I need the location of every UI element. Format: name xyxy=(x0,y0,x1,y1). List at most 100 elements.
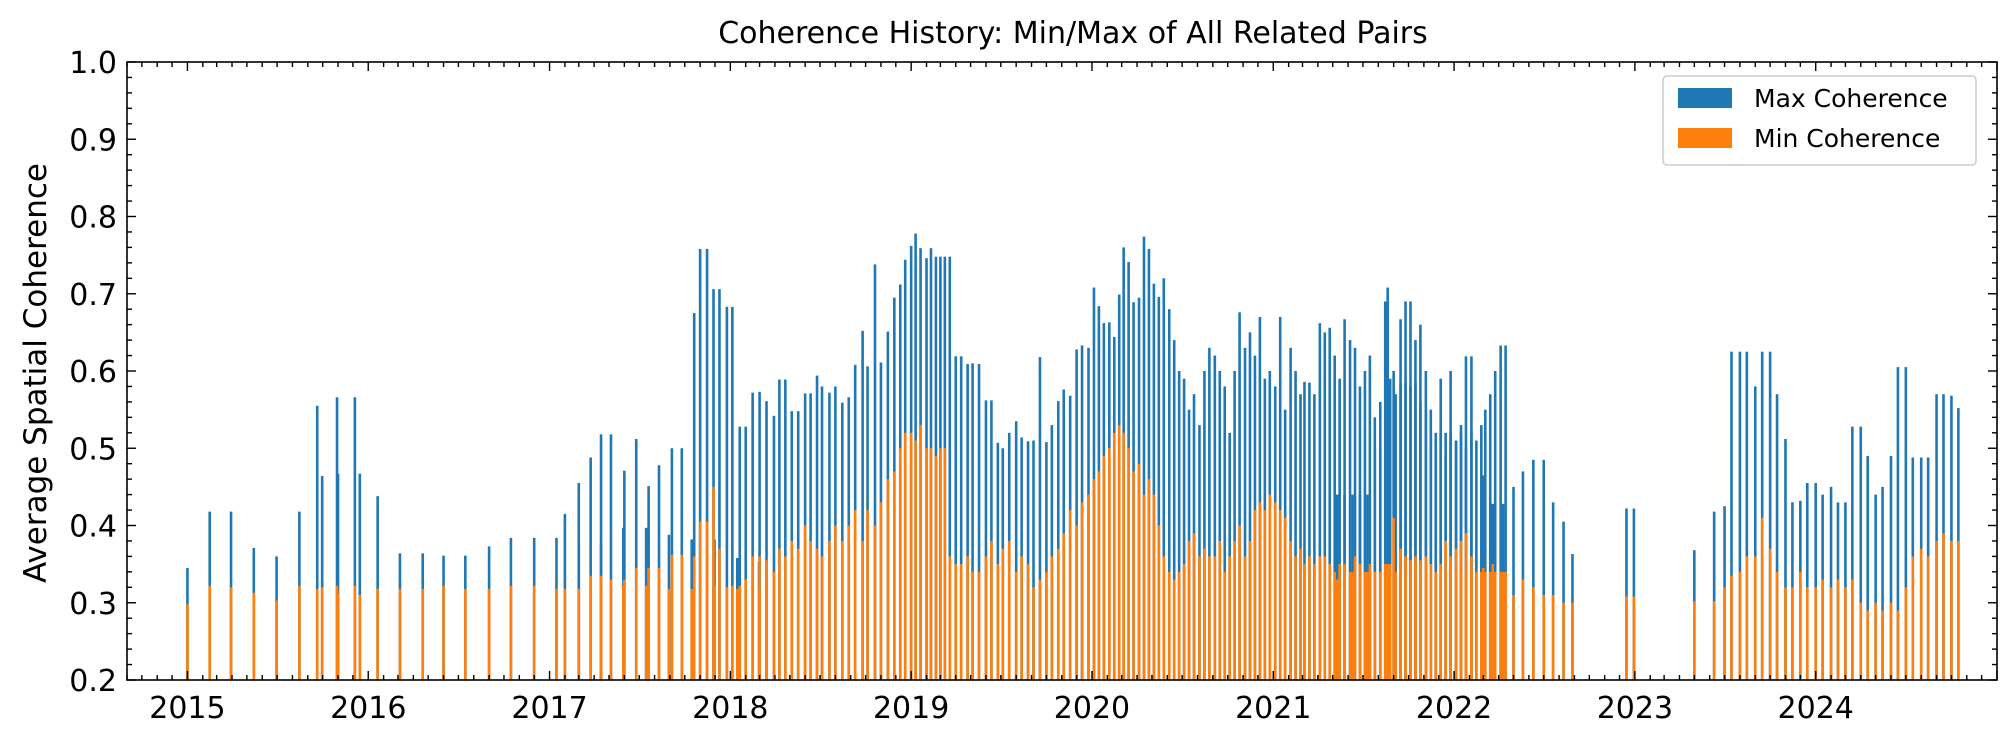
max-coherence-bar xyxy=(1851,426,1854,680)
min-coherence-bar xyxy=(977,571,981,680)
min-coherence-bar xyxy=(1730,575,1733,680)
min-coherence-bar xyxy=(1343,571,1346,680)
legend-box xyxy=(1662,75,1977,166)
min-coherence-bar xyxy=(1122,432,1125,680)
max-coherence-bar xyxy=(738,426,742,680)
max-coherence-bar xyxy=(1504,345,1507,680)
min-coherence-bar xyxy=(765,560,768,680)
x-tick-label: 2019 xyxy=(873,691,949,726)
max-coherence-bar xyxy=(1289,347,1292,680)
max-coherence-bar xyxy=(1768,351,1772,680)
max-coherence-bar xyxy=(1551,502,1555,680)
max-coherence-bar xyxy=(1147,248,1151,680)
min-coherence-bar xyxy=(1303,564,1306,681)
max-coherence-bar xyxy=(772,415,776,680)
max-coherence-bar xyxy=(820,386,824,680)
max-coherence-bar xyxy=(1208,347,1211,680)
min-coherence-bar xyxy=(1056,548,1060,680)
min-coherence-bar xyxy=(1399,548,1402,680)
min-coherence-bar xyxy=(847,525,851,680)
min-coherence-bar xyxy=(1768,548,1772,680)
min-coherence-bar xyxy=(1299,548,1302,680)
min-coherence-bar xyxy=(563,588,567,680)
min-coherence-bar xyxy=(1323,556,1327,680)
x-tick-label: 2022 xyxy=(1416,691,1492,726)
max-coherence-bar xyxy=(1738,351,1742,680)
min-coherence-bar xyxy=(914,440,917,680)
min-coherence-bar xyxy=(1745,556,1749,680)
min-coherence-bar xyxy=(1050,556,1054,680)
max-coherence-bar xyxy=(861,330,864,680)
min-coherence-bar xyxy=(252,592,256,680)
max-coherence-bar xyxy=(315,405,319,680)
min-coherence-bar xyxy=(464,588,467,680)
min-coherence-bar xyxy=(1475,571,1478,680)
max-coherence-bar xyxy=(1434,432,1438,680)
min-coherence-bar xyxy=(1874,602,1877,680)
x-tick-label: 2018 xyxy=(692,691,768,726)
max-coherence-bar xyxy=(1338,378,1341,680)
min-coherence-bar xyxy=(487,588,491,680)
max-coherence-bar xyxy=(1243,347,1247,680)
min-coherence-bar xyxy=(971,571,974,680)
max-coherence-bar xyxy=(1760,351,1764,680)
min-coherence-bar xyxy=(1394,571,1397,680)
max-coherence-bar xyxy=(1198,425,1201,680)
min-coherence-bar xyxy=(298,585,301,680)
y-tick-label: 0.7 xyxy=(69,278,117,313)
min-coherence-bar xyxy=(1020,556,1023,680)
max-coherence-bar xyxy=(1775,394,1779,680)
min-coherence-bar xyxy=(509,585,513,680)
min-coherence-bar xyxy=(1504,571,1507,680)
min-coherence-bar xyxy=(1693,601,1696,680)
min-coherence-bar xyxy=(1142,494,1146,680)
max-coherence-bar xyxy=(1404,301,1407,680)
min-coherence-bar xyxy=(1182,564,1186,681)
legend-swatch-max xyxy=(1678,88,1732,108)
y-tick-label: 0.2 xyxy=(69,664,117,699)
min-coherence-bar xyxy=(1278,510,1282,680)
y-tick-label: 0.8 xyxy=(69,201,117,236)
max-coherence-bar xyxy=(744,426,748,680)
min-coherence-bar xyxy=(1532,587,1535,680)
max-coherence-bar xyxy=(1483,409,1487,681)
max-coherence-bar xyxy=(1328,327,1332,680)
min-coherence-bar xyxy=(1092,479,1096,680)
y-tick-label: 0.4 xyxy=(69,510,117,545)
min-coherence-bar xyxy=(1551,595,1555,680)
x-tick-label: 2020 xyxy=(1054,691,1130,726)
max-coherence-bar xyxy=(1157,296,1161,680)
min-coherence-bar xyxy=(657,567,661,680)
max-coherence-bar xyxy=(1409,301,1412,680)
min-coherence-bar xyxy=(1866,610,1870,680)
min-coherence-bar xyxy=(751,556,754,680)
min-coherence-bar xyxy=(1038,579,1042,680)
min-coherence-bar xyxy=(1328,564,1332,681)
legend: Max Coherence Min Coherence xyxy=(1662,75,1977,166)
max-coherence-bar xyxy=(634,438,638,680)
max-coherence-bar xyxy=(1814,483,1817,680)
max-coherence-bar xyxy=(1333,355,1336,680)
max-coherence-bar xyxy=(1373,448,1377,680)
max-coherence-bar xyxy=(1889,455,1893,680)
min-coherence-bar xyxy=(735,588,739,680)
min-coherence-bar xyxy=(784,556,787,680)
min-coherence-bar xyxy=(1132,471,1135,680)
max-coherence-bar xyxy=(1480,425,1483,680)
min-coherence-bar xyxy=(1238,525,1241,680)
max-coherence-bar xyxy=(712,289,715,680)
min-coherence-bar xyxy=(1625,596,1628,680)
min-coherence-bar xyxy=(925,448,928,680)
min-coherence-bar xyxy=(315,588,319,680)
min-coherence-bar xyxy=(275,600,278,680)
min-coherence-bar xyxy=(828,540,831,680)
min-coherence-bar xyxy=(692,556,696,680)
min-coherence-bar xyxy=(1318,556,1322,680)
min-coherence-bar xyxy=(1187,540,1191,680)
min-coherence-bar xyxy=(934,455,938,680)
min-coherence-bar xyxy=(1926,556,1930,680)
min-coherence-bar xyxy=(634,567,638,680)
max-coherence-bar xyxy=(577,483,581,680)
max-coherence-bar xyxy=(1014,421,1018,680)
min-coherence-bar xyxy=(1491,564,1495,681)
